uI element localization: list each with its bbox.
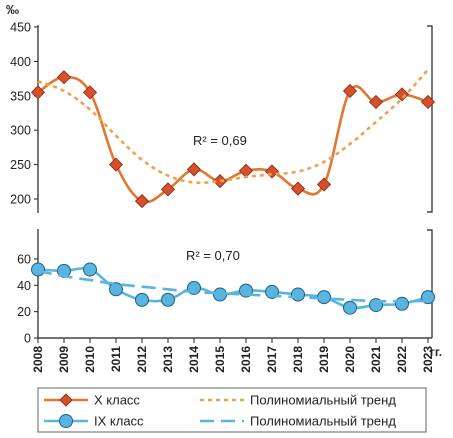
- y-tick-label: 60: [17, 253, 31, 267]
- x-tick-label: 2020: [343, 346, 357, 373]
- data-point: [83, 262, 97, 277]
- data-point: [316, 177, 332, 192]
- y-tick-label: 0: [24, 332, 31, 346]
- r-squared-label: R² = 0,69: [193, 133, 247, 148]
- x-tick-label: 2009: [57, 346, 71, 373]
- data-point: [368, 94, 384, 110]
- data-point: [56, 70, 72, 85]
- x-tick-label: 2023: [421, 346, 435, 373]
- x-tick-label: 2016: [239, 346, 253, 373]
- y-tick-label: 200: [10, 193, 31, 207]
- data-point: [291, 287, 305, 302]
- data-point: [160, 182, 176, 197]
- series-line: [37, 75, 429, 204]
- data-point: [186, 162, 202, 177]
- x-tick-label: 2019: [317, 346, 331, 373]
- panel-bracket: [427, 25, 433, 213]
- y-tick-label: 20: [17, 305, 31, 319]
- x-tick-label: 2014: [187, 346, 201, 373]
- data-point: [108, 157, 124, 172]
- data-point: [213, 287, 227, 302]
- y-tick-label: 250: [10, 158, 31, 172]
- y-tick-label: 450: [10, 21, 31, 35]
- series-line: [37, 267, 429, 310]
- bottom-panel: 0 20 40 60 R² = 0,70: [17, 229, 435, 346]
- panel-bracket: [427, 229, 433, 338]
- trend-line: [37, 269, 428, 303]
- legend-label: Полиномиальный тренд: [250, 414, 396, 429]
- x-tick-label: 2012: [135, 346, 149, 373]
- data-point: [238, 163, 254, 178]
- x-tick-label: 2013: [161, 346, 175, 373]
- data-point: [134, 193, 150, 209]
- data-point: [30, 85, 46, 100]
- r-squared-label: R² = 0,70: [186, 248, 240, 263]
- data-point: [343, 300, 357, 315]
- legend-label: IX класс: [94, 414, 144, 429]
- x-tick-label: 2021: [369, 346, 383, 373]
- x-tick-label: 2017: [265, 346, 279, 373]
- legend: X класс Полиномиальный тренд IX класс Полин…: [37, 387, 427, 433]
- legend-marker: [59, 414, 73, 428]
- data-point: [161, 292, 175, 307]
- x-tick-label: 2015: [213, 346, 227, 373]
- data-point: [394, 87, 410, 102]
- x-tick-label: 2008: [31, 346, 45, 373]
- data-point: [109, 282, 123, 297]
- y-tick-label: 350: [10, 89, 31, 103]
- data-point: [264, 164, 280, 179]
- data-point: [212, 174, 228, 189]
- top-panel: 200 250 300 350 400 450 R² = 0,69: [10, 21, 436, 213]
- x-tick-label: 2010: [83, 346, 97, 373]
- data-point: [82, 85, 98, 100]
- data-point: [31, 262, 45, 277]
- data-point: [420, 94, 436, 110]
- y-tick-label: 400: [10, 55, 31, 69]
- y-unit-label: ‰: [6, 2, 19, 17]
- x-tick-label: 2022: [395, 346, 409, 373]
- data-point: [290, 181, 306, 196]
- legend-label: Полиномиальный тренд: [250, 393, 396, 408]
- y-tick-label: 40: [17, 279, 31, 293]
- legend-label: X класс: [94, 393, 140, 408]
- trend-line: [37, 68, 429, 185]
- data-point: [342, 83, 358, 99]
- x-suffix-label: гг.: [430, 345, 442, 359]
- data-point: [135, 292, 149, 307]
- y-tick-label: 300: [10, 124, 31, 138]
- data-point: [395, 296, 409, 311]
- x-tick-label: 2018: [291, 346, 305, 373]
- legend-box: [37, 387, 427, 433]
- legend-marker: [59, 393, 73, 407]
- x-axis: 2008 2009 2010 2011 2012 2013 2014 2015 2016 2017…: [31, 337, 435, 373]
- x-tick-label: 2011: [109, 346, 123, 372]
